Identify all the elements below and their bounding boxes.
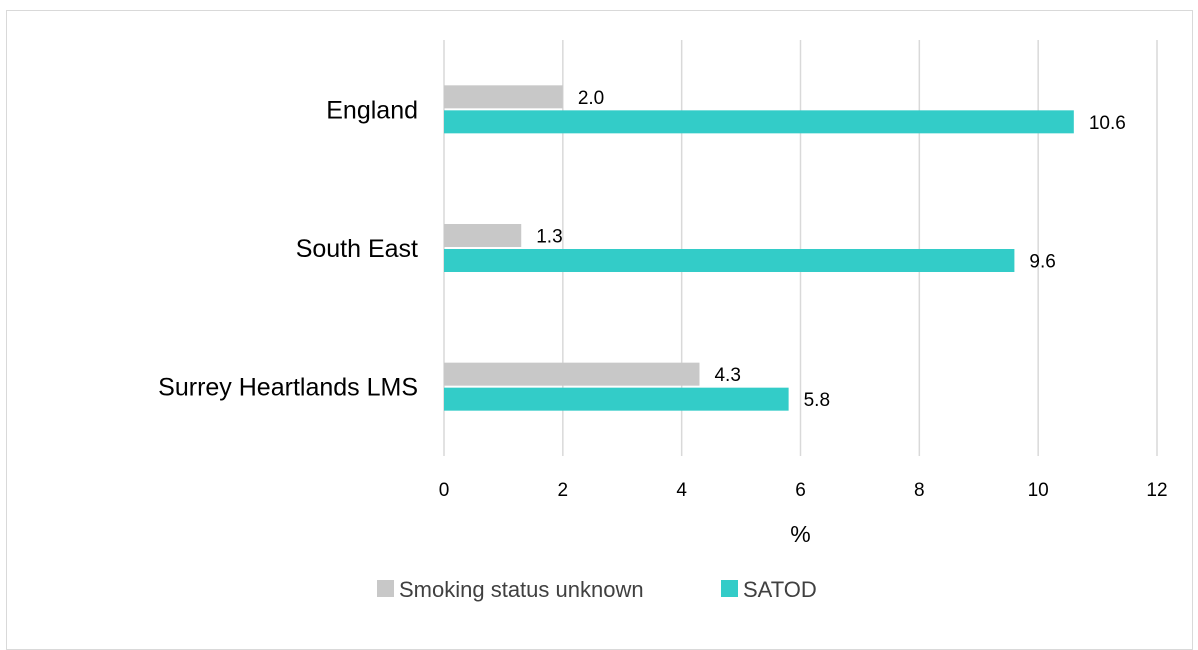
bars: [444, 85, 1074, 411]
data-label-satod-south-east: 9.6: [1029, 252, 1055, 273]
bar-smoking-status-unknown-england: [444, 85, 563, 109]
data-label-satod-surrey-heartlands-lms: 5.8: [804, 390, 830, 411]
x-tick-label-2: 2: [558, 480, 569, 501]
data-label-smoking-status-unknown-england: 2.0: [578, 88, 604, 109]
category-label-south-east: South East: [296, 235, 418, 263]
x-tick-label-4: 4: [676, 480, 687, 501]
data-label-smoking-status-unknown-south-east: 1.3: [536, 227, 562, 248]
bar-satod-south-east: [444, 249, 1015, 272]
x-tick-label-8: 8: [914, 480, 925, 501]
legend: Smoking status unknown SATOD: [377, 577, 817, 602]
bar-satod-england: [444, 110, 1074, 134]
data-label-satod-england: 10.6: [1089, 113, 1126, 134]
category-label-england: England: [326, 96, 418, 124]
gridlines: [443, 40, 1158, 456]
bar-smoking-status-unknown-south-east: [444, 224, 522, 247]
x-tick-label-6: 6: [795, 480, 806, 501]
x-tick-label-0: 0: [439, 480, 450, 501]
bar-satod-surrey-heartlands-lms: [444, 387, 789, 411]
data-label-smoking-status-unknown-surrey-heartlands-lms: 4.3: [714, 365, 740, 386]
legend-label-smoking-status-unknown: Smoking status unknown: [399, 577, 644, 602]
category-label-surrey-heartlands-lms: Surrey Heartlands LMS: [158, 374, 418, 402]
bar-chart: 2.0 10.6 1.3 9.6 4.3 5.8 England South East Sur…: [158, 40, 1168, 602]
x-tick-label-10: 10: [1028, 480, 1049, 501]
category-labels: England South East Surrey Heartlands LMS: [158, 96, 418, 401]
bar-smoking-status-unknown-surrey-heartlands-lms: [444, 362, 700, 386]
legend-label-satod: SATOD: [743, 577, 817, 602]
legend-swatch-satod: [721, 580, 738, 597]
x-tick-label-12: 12: [1146, 480, 1167, 501]
data-labels: 2.0 10.6 1.3 9.6 4.3 5.8: [536, 88, 1126, 411]
x-axis-ticks: 0 2 4 6 8 10 12: [439, 480, 1168, 501]
legend-swatch-smoking-status-unknown: [377, 580, 394, 597]
x-axis-title: %: [790, 521, 810, 547]
